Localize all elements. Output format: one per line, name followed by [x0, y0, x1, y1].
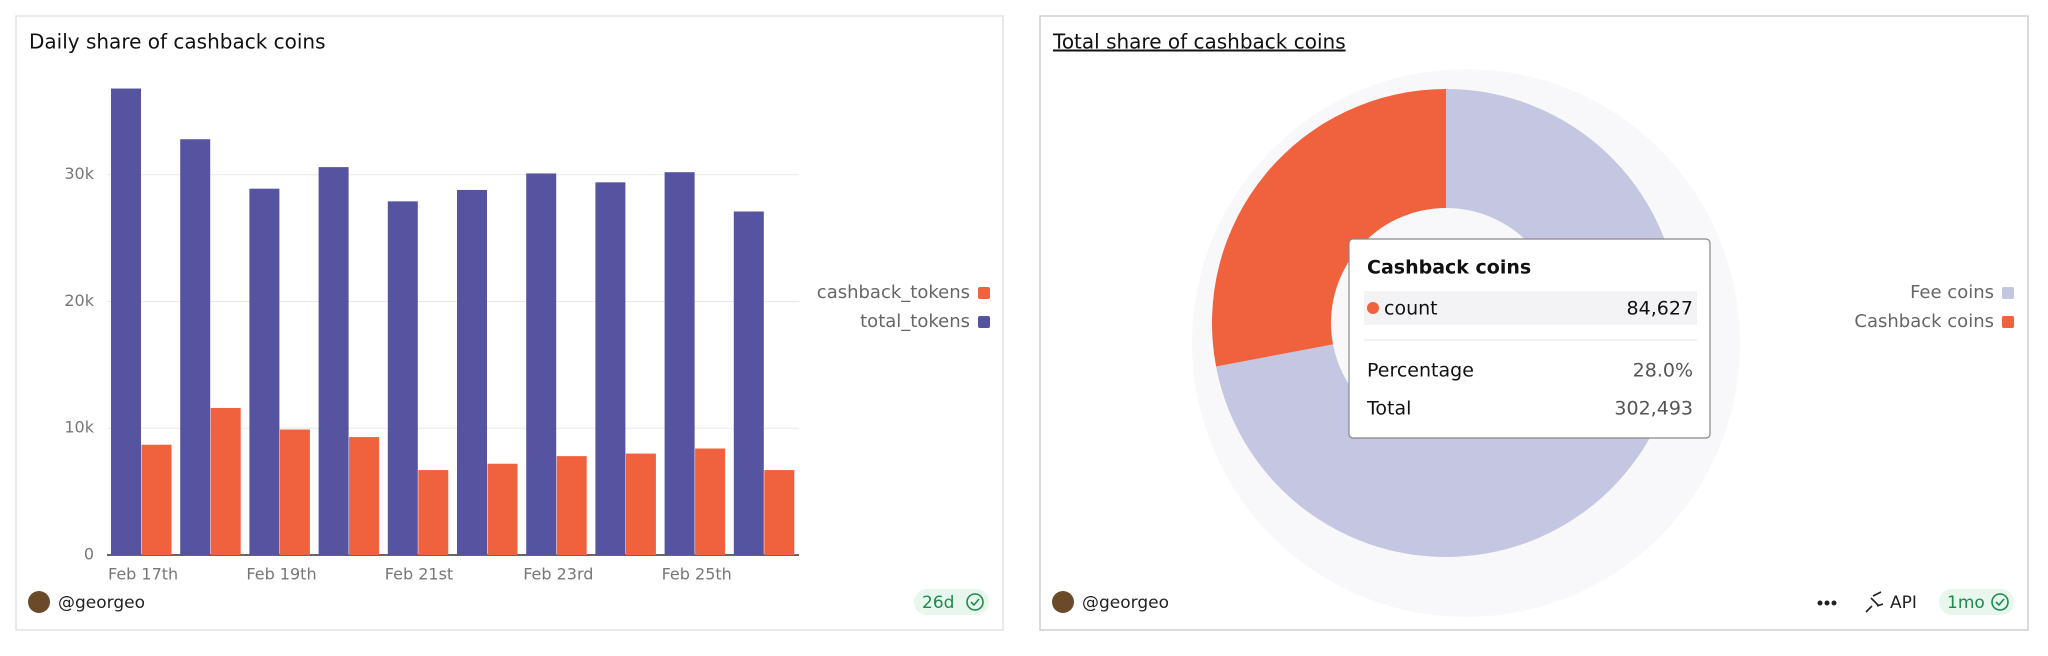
menu-dot[interactable]: [1817, 600, 1823, 606]
bar: [595, 182, 626, 555]
age-badge[interactable]: 26d: [914, 589, 989, 615]
check-mark: [1995, 598, 2005, 607]
tooltip-value: 302,493: [1614, 398, 1693, 420]
check-icon: [1991, 593, 2009, 611]
legend-label: Cashback coins: [1854, 311, 1994, 332]
bar: [733, 211, 764, 555]
tooltip-title: Cashback coins: [1367, 257, 1531, 279]
legend-swatch: [978, 316, 990, 328]
chart-title: Daily share of cashback coins: [29, 30, 326, 54]
bar: [487, 463, 518, 555]
tooltip-label: Percentage: [1367, 360, 1474, 382]
bar: [387, 201, 418, 556]
bar: [764, 470, 795, 555]
y-tick-label: 10k: [64, 418, 94, 437]
legend-label: cashback_tokens: [817, 282, 970, 303]
x-tick-label: Feb 21st: [385, 565, 453, 584]
legend-swatch: [2002, 287, 2014, 299]
bar: [625, 453, 656, 555]
bar: [279, 429, 310, 555]
avatar[interactable]: [1052, 591, 1074, 613]
author[interactable]: @georgeo: [58, 593, 145, 613]
api-link[interactable]: API: [1890, 593, 1917, 613]
menu-dot[interactable]: [1824, 600, 1830, 606]
bar: [526, 173, 557, 555]
bar: [180, 139, 211, 555]
bar: [695, 448, 726, 555]
tooltip-box: [1348, 238, 1711, 439]
legend-swatch: [2002, 316, 2014, 328]
footers: @georgeo 26d @georgeo 1mo API: [28, 589, 2014, 615]
x-tick-label: Feb 19th: [246, 565, 316, 584]
x-tick-label: Feb 25th: [662, 565, 732, 584]
bar: [556, 456, 587, 555]
age: 26d: [922, 593, 954, 613]
legend-swatch: [978, 287, 990, 299]
x-tick-label: Feb 17th: [108, 565, 178, 584]
x-tick-label: Feb 23rd: [523, 565, 593, 584]
bar: [111, 88, 141, 556]
bar: [318, 167, 349, 555]
check-icon: [966, 593, 984, 611]
tooltip-value: 28.0%: [1633, 360, 1693, 382]
y-tick-label: 0: [84, 545, 94, 564]
tooltip-row-bg: [1364, 291, 1697, 325]
tooltip-value: 84,627: [1627, 298, 1693, 320]
age: 1mo: [1947, 593, 1985, 613]
bar: [349, 437, 380, 555]
api-icon[interactable]: [1865, 591, 1884, 613]
bar: [457, 189, 487, 555]
check-mark: [970, 598, 980, 607]
bar: [210, 407, 241, 555]
tooltip-label: Total: [1366, 398, 1411, 420]
tooltip-dot: [1367, 302, 1379, 314]
tooltip-label: count: [1384, 298, 1438, 320]
legend-label: total_tokens: [860, 311, 970, 332]
age-badge[interactable]: 1mo: [1939, 589, 2014, 615]
avatar[interactable]: [28, 591, 50, 613]
bar: [141, 444, 172, 555]
chart-title-link[interactable]: Total share of cashback coins: [1052, 30, 1346, 54]
menu-dot[interactable]: [1831, 600, 1837, 606]
bar: [664, 172, 695, 556]
legend-label: Fee coins: [1910, 282, 1994, 303]
y-tick-label: 30k: [64, 164, 94, 183]
tooltip: Cashback coins count 84,627 Percentage 28.0%…: [1348, 238, 1711, 439]
y-tick-label: 20k: [64, 291, 94, 310]
bar: [418, 470, 449, 555]
bar: [249, 188, 280, 555]
pie-slice: [1212, 89, 1446, 367]
pie-slice: [1216, 89, 1680, 558]
author[interactable]: @georgeo: [1082, 593, 1169, 613]
